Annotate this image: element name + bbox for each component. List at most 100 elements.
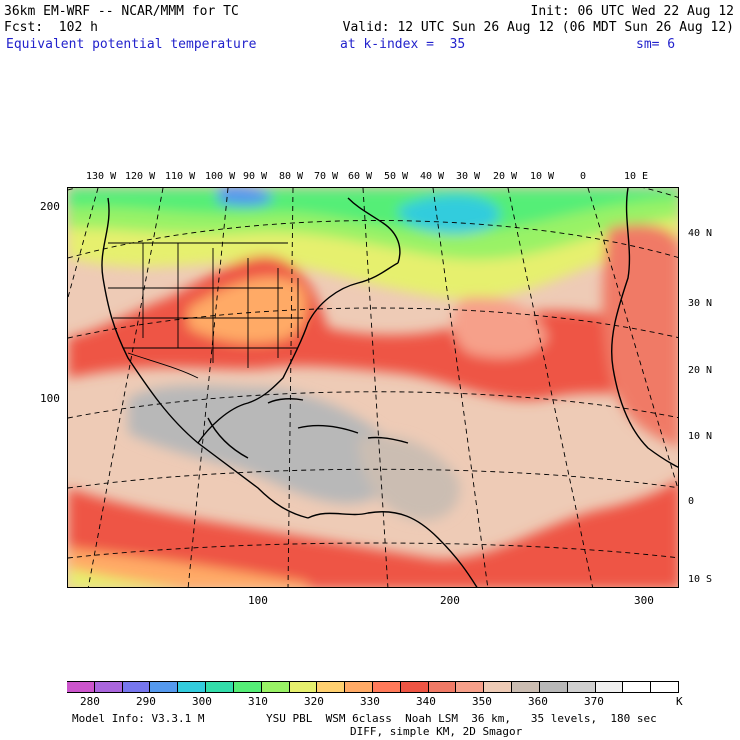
tropical-grey-pool — [128, 385, 404, 504]
colorbar-cell — [623, 682, 652, 692]
latitude-label: 30 N — [688, 298, 713, 309]
latitude-label: 40 N — [688, 228, 713, 239]
colorbar-label: 330 — [360, 695, 380, 708]
colorbar-cell — [428, 682, 457, 692]
coastlines — [101, 188, 678, 587]
lon-line-50w — [362, 188, 389, 587]
southern-yellow-band — [68, 568, 175, 587]
longitude-label: 100 W — [205, 171, 236, 182]
level-label: at k-index = 35 — [340, 37, 466, 52]
colorbar-label: 280 — [80, 695, 100, 708]
longitude-label: 30 W — [456, 171, 481, 182]
grid-x-label-100: 100 — [248, 594, 268, 607]
longitude-label: 60 W — [348, 171, 373, 182]
atlantic-salmon-region — [452, 297, 548, 358]
colorbar-label: 310 — [248, 695, 268, 708]
forecast-hour: Fcst: 102 h — [4, 20, 98, 35]
southern-red-band — [68, 479, 678, 587]
colorbar-cell — [345, 682, 373, 692]
physics-line-1: YSU PBL WSM 6class Noah LSM 36 km, 35 le… — [266, 712, 657, 725]
longitude-label: 0 — [580, 171, 587, 182]
colorbar-cell — [512, 682, 540, 692]
colorbar-cell — [178, 682, 207, 692]
cold-pool-blue — [218, 188, 273, 207]
colorbar-cell — [150, 682, 179, 692]
florida-coast — [267, 398, 304, 404]
colorbar-cell — [595, 682, 624, 692]
colorbar-cell — [539, 682, 568, 692]
colorbar-cell — [122, 682, 151, 692]
colorbar-label: 340 — [416, 695, 436, 708]
us-orange-region — [188, 277, 307, 344]
latitude-label: 10 S — [688, 574, 713, 585]
longitude-label: 10 E — [624, 171, 649, 182]
colorbar-label: 320 — [304, 695, 324, 708]
model-info: Model Info: V3.3.1 M — [72, 712, 205, 725]
physics-line-2: DIFF, simple KM, 2D Smagor — [350, 725, 523, 738]
field-name: Equivalent potential temperature — [6, 37, 257, 52]
us-east-gulf-coast — [197, 262, 399, 444]
latitude-label: 10 N — [688, 431, 713, 442]
theta-e-map — [68, 188, 678, 587]
colorbar-label: 350 — [472, 695, 492, 708]
smoothing-label: sm= 6 — [636, 37, 676, 52]
africa-west-coast — [610, 188, 678, 468]
map-panel — [67, 187, 679, 588]
cold-pool-cyan — [398, 194, 500, 235]
grid-y-label-200: 200 — [40, 200, 60, 213]
latitude-label: 20 N — [688, 365, 713, 376]
longitude-label: 70 W — [314, 171, 339, 182]
tropical-tan-pool — [358, 435, 460, 521]
south-america-north-coast — [307, 511, 478, 587]
colorbar-label: 300 — [192, 695, 212, 708]
colorbar-label: 290 — [136, 695, 156, 708]
lat-line-10 — [68, 468, 678, 489]
cuba — [297, 424, 359, 434]
colorbar-cell — [317, 682, 346, 692]
colorbar-cell — [484, 682, 513, 692]
lat-line-40 — [68, 220, 678, 259]
africa-warm-region — [602, 224, 678, 448]
colorbar-cell — [651, 682, 679, 692]
lat-line-20 — [68, 391, 678, 419]
southern-orange-band — [68, 548, 308, 587]
lat-line-0 — [68, 542, 678, 559]
colorbar-cell — [233, 682, 262, 692]
grid-y-label-100: 100 — [40, 392, 60, 405]
lon-line-110w — [87, 188, 164, 587]
lon-line-70w — [287, 188, 294, 587]
colorbar-cell — [400, 682, 429, 692]
longitude-label: 120 W — [125, 171, 156, 182]
colorbar-cell — [261, 682, 290, 692]
grid-x-label-300: 300 — [634, 594, 654, 607]
lon-line-90w — [187, 188, 229, 587]
longitude-label: 80 W — [279, 171, 304, 182]
init-time: Init: 06 UTC Wed 22 Aug 12 — [530, 4, 735, 19]
lon-line-10e — [587, 188, 678, 491]
graticule — [68, 188, 678, 587]
colorbar-cell — [456, 682, 485, 692]
lon-line-30w — [432, 188, 489, 587]
yucatan-coast — [207, 417, 249, 459]
colorbar-cell — [206, 682, 234, 692]
colorbar-cell — [94, 682, 123, 692]
colorbar-label: 370 — [584, 695, 604, 708]
longitude-label: 50 W — [384, 171, 409, 182]
longitude-label: 130 W — [86, 171, 117, 182]
valid-time: Valid: 12 UTC Sun 26 Aug 12 (06 MDT Sun … — [342, 20, 734, 35]
grid-x-label-200: 200 — [440, 594, 460, 607]
model-title: 36km EM-WRF -- NCAR/MMM for TC — [4, 4, 239, 19]
longitude-label: 40 W — [420, 171, 445, 182]
latitude-label: 0 — [688, 496, 695, 507]
lat-line-30 — [68, 307, 678, 339]
colorbar-unit: K — [676, 695, 683, 708]
colorbar-label: 360 — [528, 695, 548, 708]
us-mexico-border — [127, 352, 199, 379]
longitude-label: 10 W — [530, 171, 555, 182]
canada-east-coast — [347, 197, 401, 264]
colorbar-cell — [67, 682, 95, 692]
political-borders — [108, 242, 303, 379]
colorbar-cell — [373, 682, 401, 692]
colorbar-cell — [289, 682, 318, 692]
colorbar-cell — [567, 682, 596, 692]
